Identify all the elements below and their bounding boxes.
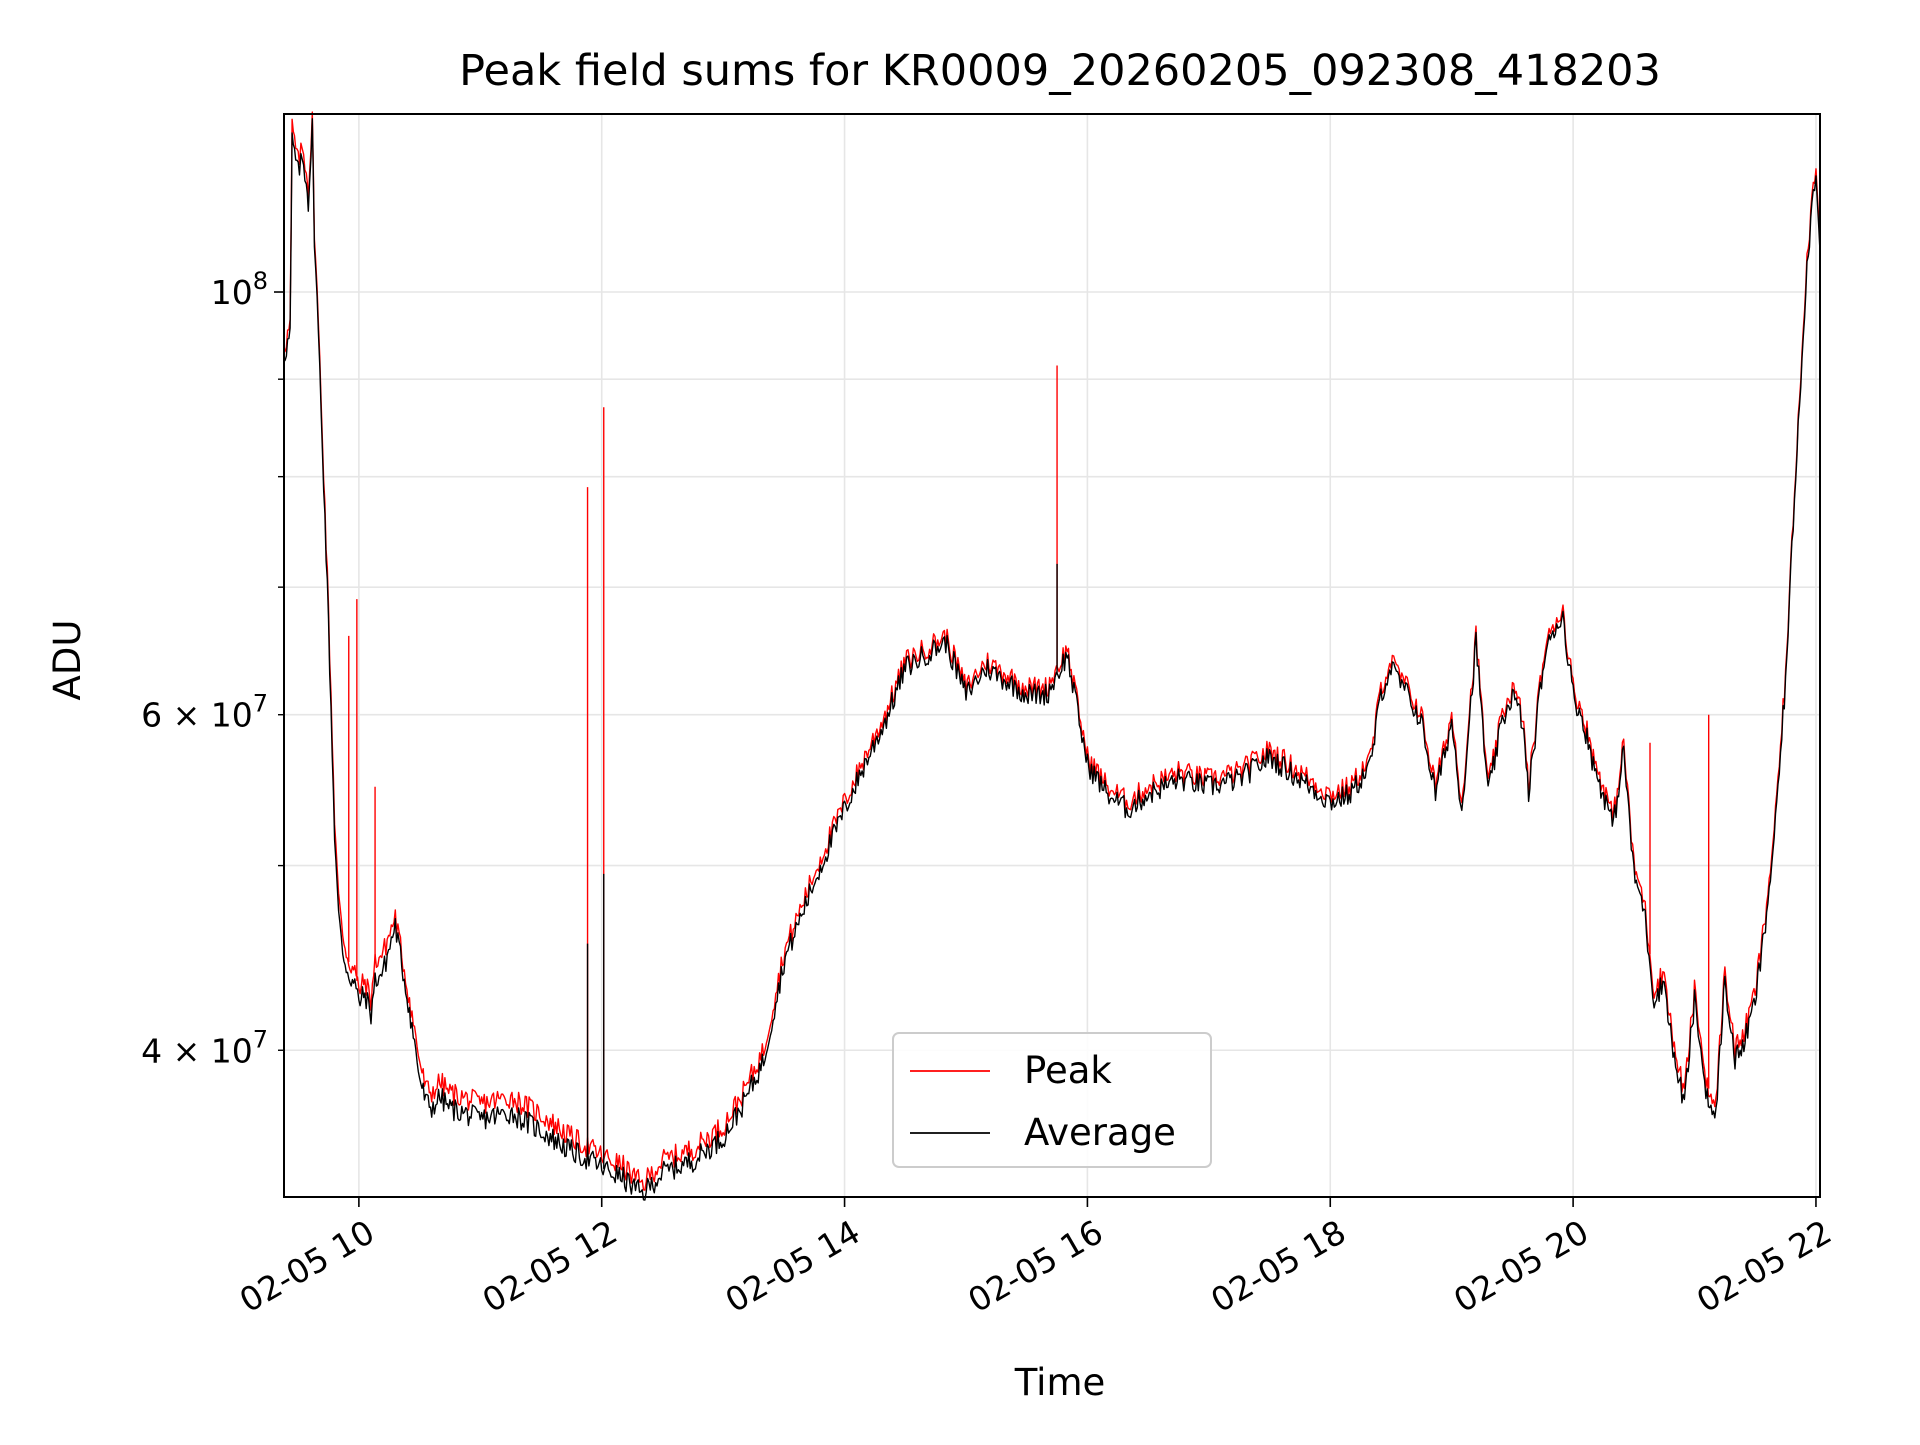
- plot-area-frame: [283, 113, 1821, 1198]
- chart-title: Peak field sums for KR0009_20260205_0923…: [459, 46, 1661, 96]
- series-lines: [283, 111, 1821, 1201]
- y-tick-label: 4 × 107: [141, 1025, 268, 1070]
- legend-label-peak: Peak: [1024, 1049, 1112, 1092]
- y-axis-label: ADU: [46, 620, 89, 701]
- x-axis-label: Time: [1014, 1361, 1106, 1404]
- series-line-average: [283, 118, 1821, 1201]
- grid: [284, 114, 1820, 1197]
- y-tick-label: 108: [211, 267, 268, 312]
- legend-label-average: Average: [1024, 1111, 1176, 1154]
- y-tick-label: 6 × 107: [141, 690, 268, 735]
- series-line-peak: [283, 111, 1821, 1191]
- legend: Peak Average: [892, 1032, 1212, 1168]
